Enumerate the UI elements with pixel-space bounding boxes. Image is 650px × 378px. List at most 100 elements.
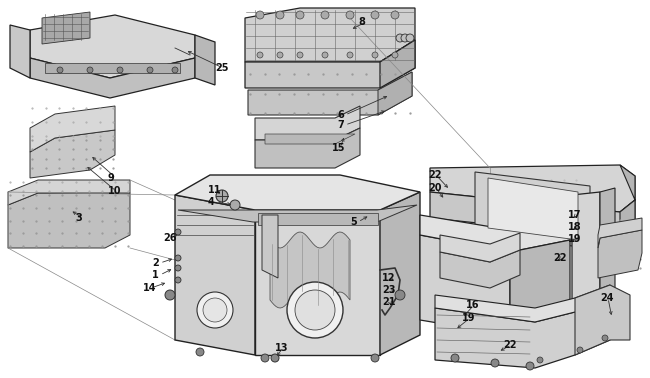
Circle shape (271, 354, 279, 362)
Circle shape (602, 335, 608, 341)
Circle shape (491, 359, 499, 367)
Circle shape (392, 52, 398, 58)
Polygon shape (430, 192, 635, 238)
Text: 23: 23 (382, 285, 395, 295)
Circle shape (172, 67, 178, 73)
Polygon shape (245, 40, 415, 88)
Circle shape (197, 292, 233, 328)
Polygon shape (258, 213, 378, 225)
Polygon shape (30, 58, 195, 98)
Text: 4: 4 (208, 197, 214, 207)
Polygon shape (435, 285, 610, 322)
Circle shape (175, 255, 181, 261)
Polygon shape (8, 193, 130, 248)
Polygon shape (440, 233, 520, 262)
Polygon shape (430, 165, 635, 212)
Polygon shape (265, 134, 355, 144)
Polygon shape (45, 63, 180, 73)
Polygon shape (30, 15, 195, 78)
Polygon shape (380, 192, 420, 355)
Polygon shape (572, 192, 600, 335)
Text: 18: 18 (568, 222, 582, 232)
Polygon shape (42, 12, 90, 44)
Text: 21: 21 (382, 297, 395, 307)
Polygon shape (420, 215, 570, 252)
Polygon shape (600, 188, 615, 330)
Circle shape (401, 34, 409, 42)
Polygon shape (195, 35, 215, 85)
Text: 9: 9 (108, 173, 115, 183)
Circle shape (371, 354, 379, 362)
Text: 19: 19 (462, 313, 476, 323)
Circle shape (57, 67, 63, 73)
Text: 6: 6 (337, 110, 344, 120)
Text: 22: 22 (503, 340, 517, 350)
Polygon shape (255, 210, 380, 355)
Polygon shape (255, 128, 360, 168)
Polygon shape (30, 106, 115, 152)
Polygon shape (510, 240, 570, 335)
Circle shape (347, 52, 353, 58)
Text: 13: 13 (275, 343, 289, 353)
Circle shape (295, 290, 335, 330)
Circle shape (526, 362, 534, 370)
Polygon shape (270, 232, 350, 308)
Circle shape (175, 277, 181, 283)
Text: 20: 20 (428, 183, 441, 193)
Circle shape (537, 357, 543, 363)
Polygon shape (248, 72, 412, 115)
Circle shape (256, 11, 264, 19)
Text: 22: 22 (428, 170, 441, 180)
Polygon shape (575, 285, 630, 355)
Circle shape (196, 348, 204, 356)
Text: 7: 7 (337, 120, 344, 130)
Circle shape (175, 229, 181, 235)
Polygon shape (30, 130, 115, 178)
Circle shape (277, 52, 283, 58)
Circle shape (451, 354, 459, 362)
Text: 19: 19 (568, 234, 582, 244)
Polygon shape (378, 72, 412, 115)
Circle shape (117, 67, 123, 73)
Polygon shape (435, 298, 610, 368)
Polygon shape (598, 218, 642, 248)
Circle shape (346, 11, 354, 19)
Text: 12: 12 (382, 273, 395, 283)
Circle shape (261, 354, 269, 362)
Circle shape (203, 298, 227, 322)
Text: 10: 10 (108, 186, 122, 196)
Circle shape (165, 290, 175, 300)
Polygon shape (440, 250, 520, 288)
Text: 22: 22 (553, 253, 567, 263)
Text: 1: 1 (152, 270, 159, 280)
Text: 15: 15 (332, 143, 346, 153)
Polygon shape (475, 172, 590, 248)
Polygon shape (598, 230, 642, 278)
Circle shape (391, 11, 399, 19)
Polygon shape (262, 215, 278, 278)
Polygon shape (620, 165, 635, 238)
Text: 3: 3 (75, 213, 82, 223)
Circle shape (287, 282, 343, 338)
Circle shape (276, 11, 284, 19)
Polygon shape (488, 178, 578, 240)
Text: 2: 2 (152, 258, 159, 268)
Circle shape (257, 52, 263, 58)
Polygon shape (175, 175, 420, 210)
Polygon shape (420, 235, 510, 335)
Text: 5: 5 (350, 217, 357, 227)
Circle shape (175, 265, 181, 271)
Polygon shape (245, 8, 415, 62)
Polygon shape (175, 195, 255, 355)
Circle shape (322, 52, 328, 58)
Circle shape (406, 34, 414, 42)
Circle shape (297, 52, 303, 58)
Text: 26: 26 (163, 233, 177, 243)
Circle shape (147, 67, 153, 73)
Polygon shape (255, 106, 360, 140)
Circle shape (395, 290, 405, 300)
Circle shape (296, 11, 304, 19)
Text: 17: 17 (568, 210, 582, 220)
Polygon shape (380, 40, 415, 88)
Circle shape (396, 34, 404, 42)
